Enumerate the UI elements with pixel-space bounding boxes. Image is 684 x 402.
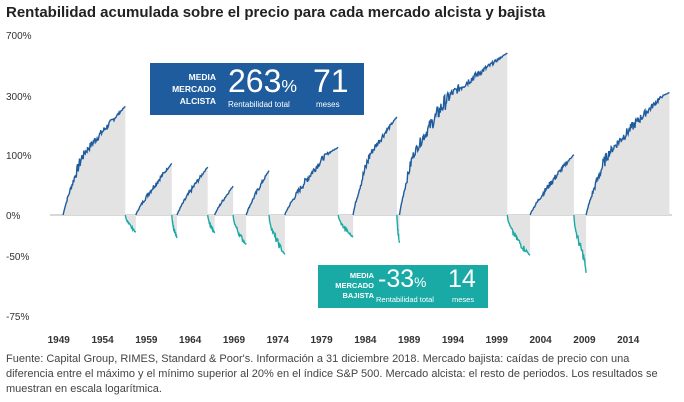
bull-return-number: 263: [228, 63, 282, 99]
x-axis-ticks: 1949 1954 1959 1964 1969 1974 1979 1984 1989 1994…: [48, 335, 640, 346]
chart: 700%300%100%0%-50%-75% 1949 1954 1959 1964 1…: [6, 31, 672, 346]
y-axis-ticks: 700% 300% 100% 0% -50% -75%: [6, 31, 32, 323]
bear-market-line: [337, 214, 354, 238]
bear-return-number: -33: [378, 265, 415, 293]
bull-market-line: [585, 91, 670, 216]
x-tick-label: 1954: [91, 335, 114, 346]
x-tick-label: 1969: [223, 335, 246, 346]
bear-duration-value: 14: [448, 265, 476, 293]
bear-duration-caption: meses: [452, 295, 475, 304]
bull-market-area: [63, 106, 126, 215]
bull-market-line: [135, 162, 173, 216]
y-tick-label: 300%: [6, 92, 32, 103]
y-tick-label: -50%: [6, 252, 29, 263]
x-tick-label: 1994: [442, 335, 465, 346]
bull-market-line: [176, 166, 209, 216]
x-tick-label: 1959: [135, 335, 158, 346]
bear-market-line: [396, 214, 401, 244]
bear-return-caption: Rentabilidad total: [376, 295, 434, 304]
y-tick-label: 0%: [6, 211, 21, 222]
bull-market-area: [399, 53, 508, 215]
y-tick-label: -75%: [6, 312, 29, 323]
x-tick-label: 2009: [573, 335, 596, 346]
footnote: Fuente: Capital Group, RIMES, Standard &…: [6, 353, 658, 395]
bull-market-area: [284, 147, 339, 215]
x-tick-label: 1979: [310, 335, 333, 346]
chart-title: Rentabilidad acumulada sobre el precio p…: [6, 4, 546, 21]
bear-return-value: -33%: [378, 265, 426, 294]
bull-box-label-line2: MERCADO: [172, 84, 216, 94]
bear-market-line: [506, 214, 531, 256]
bear-box-label: MEDIA MERCADO BAJISTA: [322, 271, 374, 301]
bull-market-line: [529, 154, 575, 216]
bull-market-summary-box: MEDIA MERCADO ALCISTA 263% Rentabilidad …: [150, 63, 364, 115]
bull-duration-value: 71: [313, 63, 349, 99]
bear-market-line: [124, 214, 137, 233]
bull-box-label-line3: ALCISTA: [179, 96, 216, 106]
x-tick-label: 1989: [398, 335, 421, 346]
bear-box-label-line1: MEDIA: [349, 271, 374, 280]
bull-return-caption: Rentabilidad total: [228, 100, 290, 109]
bear-market-area: [338, 215, 354, 238]
bear-market-line: [171, 214, 178, 239]
y-tick-label: 700%: [6, 31, 32, 42]
x-tick-label: 1974: [267, 335, 290, 346]
bear-return-unit: %: [414, 275, 427, 290]
bull-market-area: [177, 167, 208, 215]
bull-market-line: [245, 170, 270, 216]
bull-market-line: [398, 52, 508, 216]
bull-market-area: [586, 92, 670, 215]
bear-market-line: [268, 214, 286, 255]
x-tick-label: 1964: [179, 335, 202, 346]
y-tick-label: 100%: [6, 151, 32, 162]
x-tick-label: 1984: [354, 335, 377, 346]
bull-market-line: [214, 185, 234, 216]
bear-market-summary-box: MEDIA MERCADO BAJISTA -33% Rentabilidad …: [318, 265, 488, 308]
bull-market-line: [352, 116, 398, 216]
bear-market-area: [507, 215, 531, 256]
x-tick-label: 2014: [617, 335, 640, 346]
bull-market-line: [62, 105, 126, 216]
x-tick-label: 2004: [529, 335, 552, 346]
bull-box-label-line1: MEDIA: [188, 72, 216, 82]
bull-market-area: [353, 116, 397, 215]
bear-market-area: [269, 215, 285, 255]
market-areas: [63, 53, 670, 273]
x-tick-label: 1949: [48, 335, 71, 346]
bear-market-line: [232, 214, 247, 245]
bear-market-line: [207, 214, 216, 234]
bear-market-area: [233, 215, 247, 245]
bull-return-unit: %: [281, 76, 298, 96]
bull-duration-caption: meses: [316, 100, 340, 109]
bear-box-label-line2: MERCADO: [335, 281, 374, 290]
bull-box-label: MEDIA MERCADO ALCISTA: [158, 71, 216, 107]
bear-market-line: [573, 214, 587, 273]
bear-box-label-line3: BAJISTA: [342, 291, 374, 300]
x-tick-label: 1999: [486, 335, 509, 346]
bear-market-area: [125, 215, 136, 233]
bull-return-value: 263%: [228, 63, 297, 100]
bull-market-line: [284, 146, 339, 216]
market-lines: [62, 52, 670, 273]
